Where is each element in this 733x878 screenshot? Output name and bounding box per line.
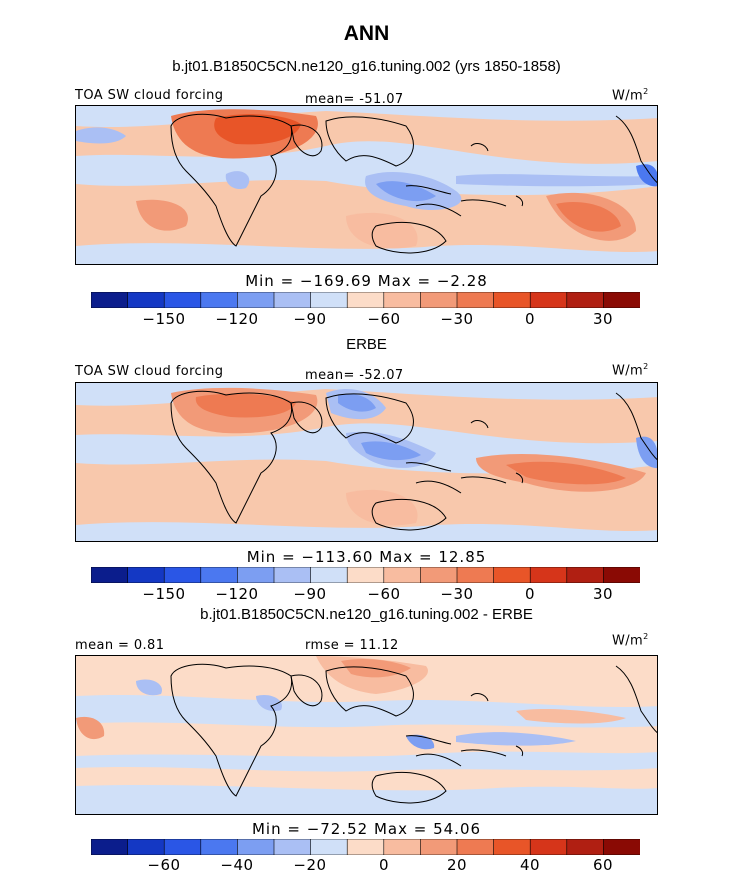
colorbar-swatch [200, 567, 239, 583]
panel1-tick: −60 [367, 310, 401, 328]
panel3-tick: 40 [519, 856, 541, 874]
panel2-tick: 0 [524, 585, 536, 603]
colorbar-swatch [273, 839, 312, 855]
panel1-colorbar-ticks: −150 −120 −90 −60 −30 0 30 [91, 310, 640, 328]
colorbar-swatch [493, 567, 532, 583]
colorbar-swatch [383, 292, 422, 308]
panel3-map [75, 655, 658, 815]
panel3-tick: 0 [378, 856, 390, 874]
colorbar-swatch [237, 567, 275, 583]
panel3-rmse-label: rmse = 11.12 [305, 638, 399, 653]
colorbar-swatch [346, 567, 385, 583]
colorbar-swatch [91, 292, 129, 308]
panel1-variable-label: TOA SW cloud forcing [75, 88, 224, 103]
colorbar-swatch [566, 567, 605, 583]
colorbar-swatch [529, 839, 568, 855]
panel2-variable-label: TOA SW cloud forcing [75, 364, 224, 379]
colorbar-swatch [493, 292, 532, 308]
panel2-units: W/m2 [612, 362, 649, 379]
colorbar-swatch [529, 567, 568, 583]
panel2-tick: −120 [215, 585, 259, 603]
colorbar-swatch [420, 839, 458, 855]
colorbar-swatch [310, 567, 349, 583]
panel3-heading: b.jt01.B1850C5CN.ne120_g16.tuning.002 - … [200, 606, 533, 623]
colorbar-swatch [273, 292, 312, 308]
colorbar-swatch [200, 839, 239, 855]
panel1-tick: 0 [524, 310, 536, 328]
panel1-tick: −120 [215, 310, 259, 328]
panel2-colorbar [91, 567, 640, 583]
panel3-tick: −20 [293, 856, 327, 874]
panel1-min-max: Min = −169.69 Max = −2.28 [245, 272, 488, 290]
panel3-colorbar [91, 839, 640, 855]
colorbar-swatch [456, 839, 495, 855]
panel3-tick: −60 [147, 856, 181, 874]
figure-title: ANN [343, 22, 390, 45]
panel3-colorbar-ticks: −60 −40 −20 0 20 40 60 [91, 856, 640, 874]
panel3-tick: 60 [592, 856, 614, 874]
colorbar-swatch [566, 292, 605, 308]
colorbar-swatch [456, 292, 495, 308]
panel1-tick: −30 [440, 310, 474, 328]
colorbar-swatch [346, 839, 385, 855]
panel1-tick: −90 [293, 310, 327, 328]
colorbar-swatch [603, 839, 640, 855]
panel2-tick: 30 [592, 585, 614, 603]
panel2-colorbar-ticks: −150 −120 −90 −60 −30 0 30 [91, 585, 640, 603]
panel2-tick: −150 [142, 585, 186, 603]
colorbar-swatch [237, 839, 275, 855]
panel2-tick: −90 [293, 585, 327, 603]
colorbar-swatch [346, 292, 385, 308]
panel1-map [75, 105, 658, 265]
colorbar-swatch [127, 567, 165, 583]
colorbar-swatch [456, 567, 495, 583]
panel1-colorbar [91, 292, 640, 308]
colorbar-swatch [127, 292, 165, 308]
colorbar-swatch [420, 292, 458, 308]
panel3-mean-label: mean = 0.81 [75, 638, 165, 653]
colorbar-swatch [493, 839, 532, 855]
panel2-mean-label: mean= -52.07 [305, 368, 404, 383]
colorbar-swatch [91, 839, 129, 855]
colorbar-swatch [273, 567, 312, 583]
colorbar-swatch [420, 567, 458, 583]
panel1-heading: b.jt01.B1850C5CN.ne120_g16.tuning.002 (y… [172, 58, 561, 75]
colorbar-swatch [237, 292, 275, 308]
panel1-mean-label: mean= -51.07 [305, 92, 404, 107]
colorbar-swatch [127, 839, 165, 855]
colorbar-swatch [200, 292, 239, 308]
colorbar-swatch [163, 292, 202, 308]
colorbar-swatch [163, 567, 202, 583]
panel3-tick: 20 [446, 856, 468, 874]
panel1-units: W/m2 [612, 87, 649, 104]
colorbar-swatch [603, 292, 640, 308]
colorbar-swatch [529, 292, 568, 308]
panel2-tick: −30 [440, 585, 474, 603]
colorbar-swatch [383, 839, 422, 855]
panel2-heading: ERBE [346, 336, 387, 353]
colorbar-swatch [163, 839, 202, 855]
panel2-min-max: Min = −113.60 Max = 12.85 [246, 548, 487, 566]
panel1-tick: −150 [142, 310, 186, 328]
colorbar-swatch [310, 839, 349, 855]
panel3-tick: −40 [220, 856, 254, 874]
panel3-units: W/m2 [612, 632, 649, 649]
colorbar-swatch [310, 292, 349, 308]
colorbar-swatch [566, 839, 605, 855]
panel2-tick: −60 [367, 585, 401, 603]
colorbar-swatch [603, 567, 640, 583]
colorbar-swatch [91, 567, 129, 583]
panel3-min-max: Min = −72.52 Max = 54.06 [251, 820, 482, 838]
panel2-map [75, 382, 658, 542]
colorbar-swatch [383, 567, 422, 583]
panel1-tick: 30 [592, 310, 614, 328]
